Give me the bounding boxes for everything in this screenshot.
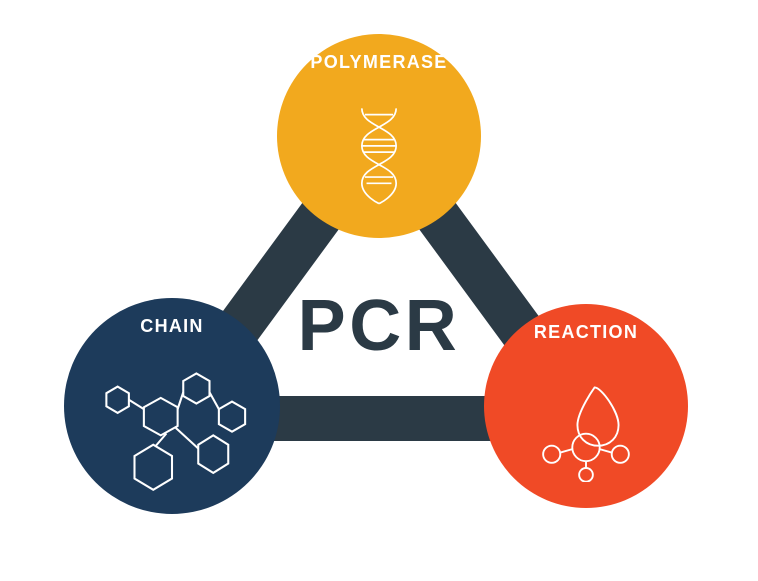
diagram-stage: PCR POLYMERASE CHAIN [0, 0, 758, 581]
node-reaction: REACTION [484, 304, 688, 508]
molecule-drop-icon [484, 343, 688, 508]
node-chain: CHAIN [64, 298, 280, 514]
node-polymerase: POLYMERASE [277, 34, 481, 238]
node-chain-label: CHAIN [140, 316, 203, 337]
node-polymerase-label: POLYMERASE [310, 52, 447, 73]
dna-icon [277, 73, 481, 238]
hexchain-icon [64, 337, 280, 514]
node-reaction-label: REACTION [534, 322, 638, 343]
